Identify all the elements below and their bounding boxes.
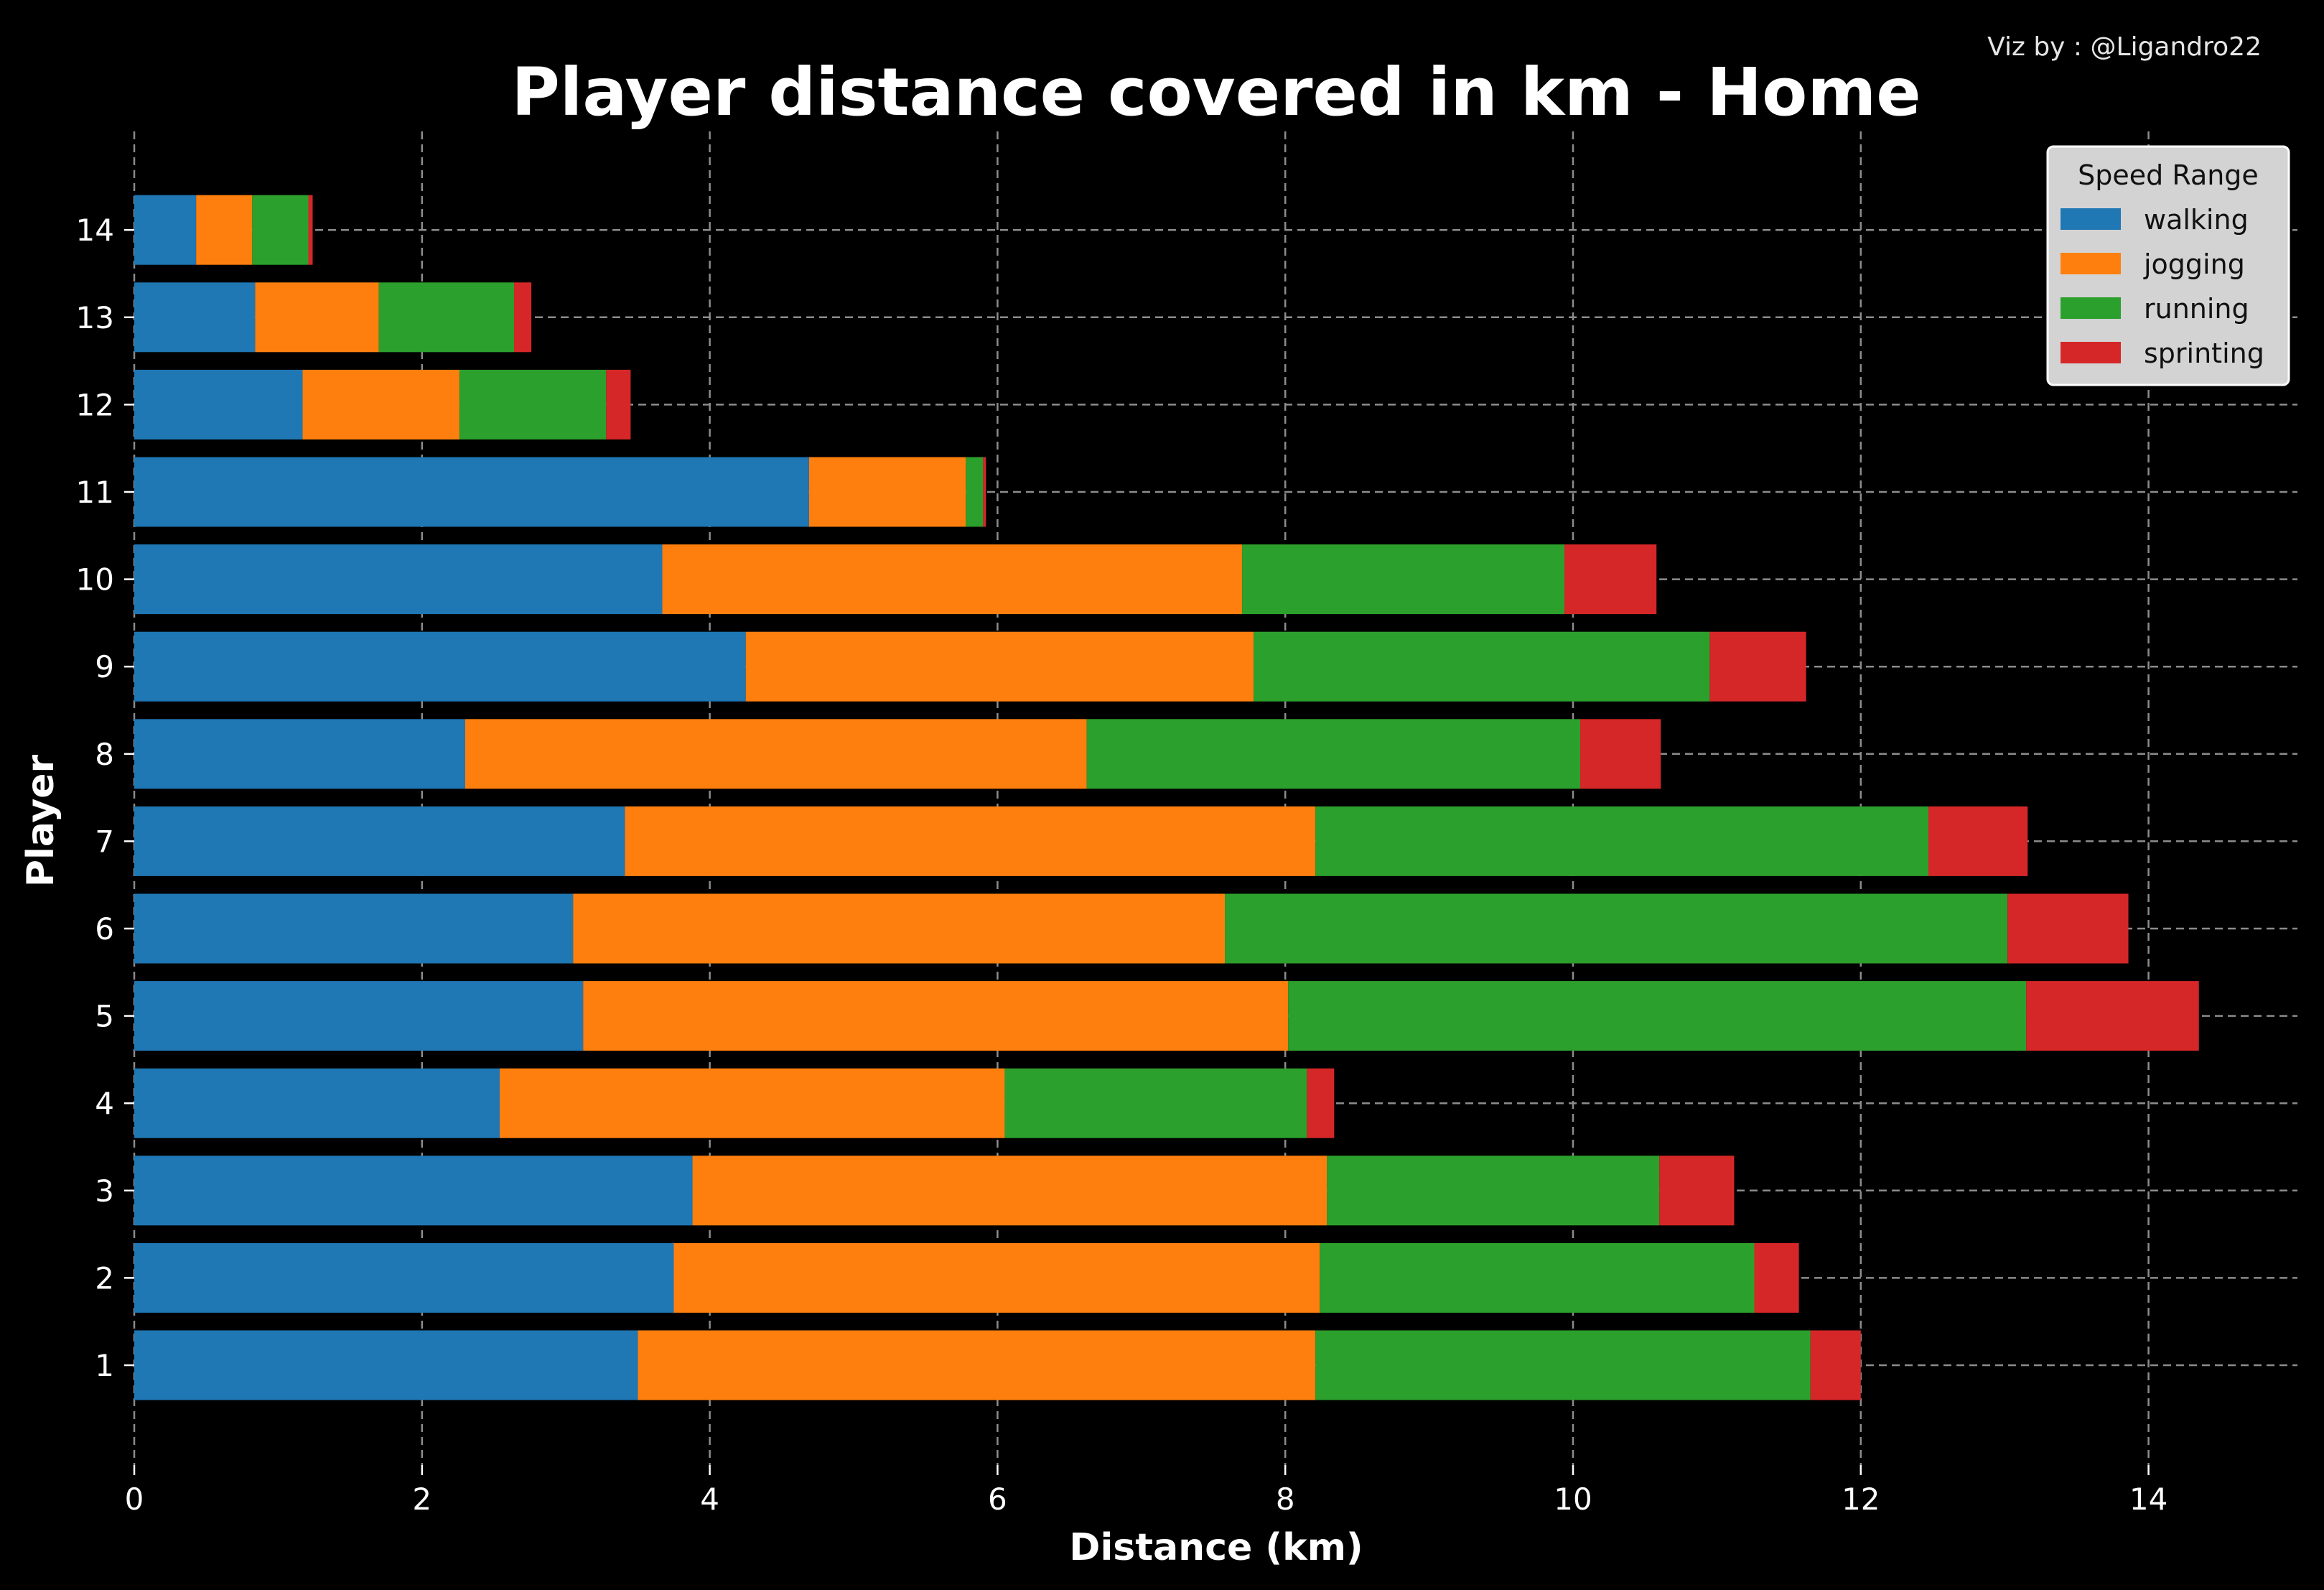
bar-sprinting-player-8 <box>1580 719 1661 789</box>
y-tick-label: 12 <box>76 387 114 422</box>
x-tick-label: 10 <box>1554 1482 1592 1517</box>
grid <box>133 131 2297 1465</box>
legend-swatch-walking <box>2061 208 2121 230</box>
bar-jogging-player-10 <box>662 544 1243 615</box>
bar-running-player-11 <box>966 457 984 527</box>
credit-text: Viz by : @Ligandro22 <box>1987 32 2262 62</box>
bar-walking-player-8 <box>134 719 465 789</box>
bar-walking-player-14 <box>134 195 197 265</box>
x-tick-label: 12 <box>1842 1482 1880 1517</box>
bar-walking-player-2 <box>134 1242 674 1313</box>
bar-walking-player-10 <box>134 544 663 615</box>
x-tick-label: 4 <box>700 1482 719 1517</box>
legend-swatch-running <box>2061 297 2121 319</box>
y-tick-label: 5 <box>95 999 114 1034</box>
bar-walking-player-1 <box>134 1330 638 1400</box>
bar-sprinting-player-4 <box>1307 1068 1335 1138</box>
bar-sprinting-player-11 <box>983 457 986 527</box>
bar-jogging-player-3 <box>692 1156 1327 1226</box>
legend-label-running: running <box>2144 293 2249 325</box>
legend-label-walking: walking <box>2144 204 2249 236</box>
bar-jogging-player-2 <box>673 1242 1320 1313</box>
x-tick-label: 14 <box>2129 1482 2167 1517</box>
bar-jogging-player-9 <box>745 631 1254 702</box>
bar-walking-player-12 <box>134 369 303 440</box>
bar-sprinting-player-3 <box>1659 1156 1735 1226</box>
bar-sprinting-player-12 <box>606 369 631 440</box>
bar-jogging-player-6 <box>573 893 1226 964</box>
bar-walking-player-4 <box>134 1068 500 1138</box>
bar-jogging-player-5 <box>583 981 1289 1051</box>
y-tick-label: 4 <box>95 1086 114 1121</box>
x-axis-title: Distance (km) <box>1069 1526 1363 1569</box>
x-axis: 0 2 4 6 8 10 12 14 <box>125 1465 2167 1517</box>
bar-running-player-9 <box>1254 631 1710 702</box>
y-axis-title: Player <box>19 755 62 888</box>
x-tick-label: 8 <box>1276 1482 1295 1517</box>
bars <box>134 195 2199 1400</box>
y-tick-label: 1 <box>95 1348 114 1383</box>
bar-sprinting-player-5 <box>2026 981 2199 1051</box>
legend-swatch-jogging <box>2061 253 2121 274</box>
x-tick-label: 0 <box>125 1482 144 1517</box>
x-tick-label: 2 <box>412 1482 431 1517</box>
y-tick-label: 9 <box>95 649 114 684</box>
bar-running-player-10 <box>1242 544 1564 615</box>
bar-running-player-5 <box>1288 981 2027 1051</box>
bar-walking-player-5 <box>134 981 584 1051</box>
bar-sprinting-player-1 <box>1810 1330 1861 1400</box>
bar-sprinting-player-14 <box>308 195 313 265</box>
y-tick-label: 10 <box>76 562 114 598</box>
y-tick-label: 7 <box>95 824 114 859</box>
bar-jogging-player-14 <box>196 195 253 265</box>
legend: Speed Range walking jogging running sprinti… <box>2046 145 2290 386</box>
bar-walking-player-13 <box>134 282 256 353</box>
legend-label-sprinting: sprinting <box>2144 338 2264 369</box>
bar-running-player-3 <box>1327 1156 1660 1226</box>
bar-running-player-1 <box>1315 1330 1811 1400</box>
bar-running-player-7 <box>1315 806 1928 876</box>
bar-jogging-player-12 <box>302 369 459 440</box>
bar-running-player-12 <box>459 369 607 440</box>
bar-sprinting-player-13 <box>514 282 532 353</box>
y-tick-label: 11 <box>76 475 114 510</box>
bar-jogging-player-1 <box>638 1330 1316 1400</box>
bar-walking-player-3 <box>134 1156 693 1226</box>
bar-walking-player-6 <box>134 893 574 964</box>
bar-jogging-player-11 <box>808 457 966 527</box>
legend-title: Speed Range <box>2078 159 2259 191</box>
legend-label-jogging: jogging <box>2143 248 2245 280</box>
bar-walking-player-11 <box>134 457 809 527</box>
bar-sprinting-player-9 <box>1709 631 1806 702</box>
bar-walking-player-7 <box>134 806 625 876</box>
bar-sprinting-player-7 <box>1928 806 2028 876</box>
bar-jogging-player-13 <box>255 282 379 353</box>
bar-running-player-4 <box>1004 1068 1307 1138</box>
bar-sprinting-player-2 <box>1754 1242 1799 1313</box>
y-tick-label: 13 <box>76 300 114 335</box>
bar-walking-player-9 <box>134 631 746 702</box>
bar-running-player-13 <box>378 282 515 353</box>
bar-jogging-player-4 <box>500 1068 1005 1138</box>
bar-running-player-2 <box>1320 1242 1755 1313</box>
y-tick-label: 3 <box>95 1173 114 1209</box>
chart-title: Player distance covered in km - Home <box>511 54 1921 131</box>
x-tick-label: 6 <box>988 1482 1007 1517</box>
bar-running-player-14 <box>252 195 309 265</box>
y-tick-label: 14 <box>76 213 114 248</box>
bar-running-player-8 <box>1086 719 1581 789</box>
y-tick-label: 8 <box>95 737 114 772</box>
legend-box <box>2046 145 2290 386</box>
y-tick-label: 6 <box>95 911 114 947</box>
bar-sprinting-player-6 <box>2007 893 2129 964</box>
bar-sprinting-player-10 <box>1564 544 1657 615</box>
legend-swatch-sprinting <box>2061 342 2121 363</box>
bar-running-player-6 <box>1225 893 2008 964</box>
bar-jogging-player-7 <box>625 806 1316 876</box>
bar-jogging-player-8 <box>465 719 1087 789</box>
y-tick-label: 2 <box>95 1260 114 1296</box>
